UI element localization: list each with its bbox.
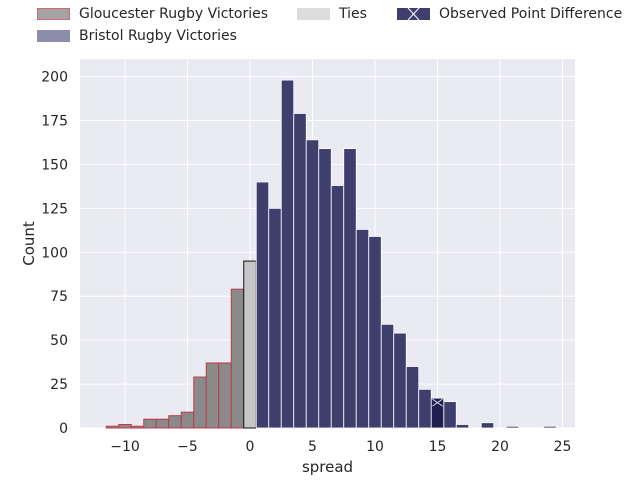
bar-bristol: [505, 425, 520, 429]
bar-gloucester: [155, 418, 170, 429]
bar-bristol: [318, 148, 332, 429]
bar-observed: [430, 397, 445, 429]
bar-gloucester: [218, 362, 232, 429]
y-tick-label: 150: [41, 157, 68, 173]
x-tick-label: −10: [110, 439, 140, 455]
bar-gloucester: [205, 362, 220, 429]
y-tick-label: 175: [41, 114, 68, 130]
y-axis-label: Count: [20, 221, 38, 266]
x-tick-label: 5: [308, 439, 317, 455]
y-tick-label: 200: [41, 70, 68, 86]
bar-gloucester: [168, 415, 182, 429]
y-tick-label: 125: [41, 201, 68, 217]
x-tick-label: −5: [177, 439, 198, 455]
bar-gloucester: [143, 418, 157, 429]
legend-swatch-ties: [297, 8, 330, 20]
legend-item-ties: Ties: [297, 6, 367, 22]
bar-gloucester: [230, 288, 245, 429]
y-tick-label: 75: [50, 289, 68, 305]
legend-hatch-icon: [407, 8, 420, 20]
legend-swatch-bristol: [37, 30, 70, 42]
legend-swatch-gloucester: [37, 8, 70, 20]
bar-ties: [243, 260, 257, 429]
bar-bristol: [255, 181, 270, 429]
y-tick-label: 25: [50, 377, 68, 393]
bar-bristol: [543, 425, 557, 429]
x-tick-label: 25: [554, 439, 572, 455]
bar-bristol: [480, 422, 495, 429]
legend-item-gloucester: Gloucester Rugby Victories: [37, 6, 268, 22]
legend-label-gloucester: Gloucester Rugby Victories: [79, 6, 269, 22]
x-tick-label: 0: [246, 439, 255, 455]
y-tick-label: 0: [59, 421, 68, 437]
bar-bristol: [368, 236, 382, 429]
y-tick-label: 100: [41, 245, 68, 261]
bar-bristol: [293, 113, 307, 429]
x-tick-label: 20: [491, 439, 509, 455]
bar-bristol: [268, 207, 282, 429]
legend-swatch-observed: [397, 8, 430, 20]
bar-gloucester: [105, 425, 120, 429]
legend-item-observed: Observed Point Difference: [397, 6, 622, 22]
bar-bristol: [280, 79, 295, 429]
legend: Gloucester Rugby Victories Bristol Rugby…: [0, 0, 640, 48]
bar-bristol: [455, 424, 470, 429]
bar-gloucester: [130, 425, 145, 429]
bar-bristol: [443, 401, 457, 429]
bar-bristol: [330, 185, 345, 429]
x-tick-label: 10: [366, 439, 384, 455]
bar-gloucester: [193, 376, 207, 429]
legend-label-observed: Observed Point Difference: [439, 6, 623, 22]
bar-bristol: [305, 139, 320, 429]
x-tick-label: 15: [429, 439, 447, 455]
hatch-mark: [432, 398, 443, 407]
legend-label-bristol: Bristol Rugby Victories: [79, 28, 237, 44]
y-tick-label: 50: [50, 333, 68, 349]
legend-item-bristol: Bristol Rugby Victories: [37, 28, 237, 44]
bar-bristol: [355, 229, 370, 429]
x-axis-label: spread: [302, 458, 353, 476]
bar-bristol: [418, 388, 432, 429]
bar-bristol: [380, 323, 395, 429]
bar-bristol: [393, 332, 407, 429]
bar-bristol: [405, 366, 420, 429]
bar-gloucester: [180, 411, 195, 429]
bar-bristol: [343, 148, 357, 429]
legend-label-ties: Ties: [339, 6, 367, 22]
bar-gloucester: [118, 423, 132, 429]
